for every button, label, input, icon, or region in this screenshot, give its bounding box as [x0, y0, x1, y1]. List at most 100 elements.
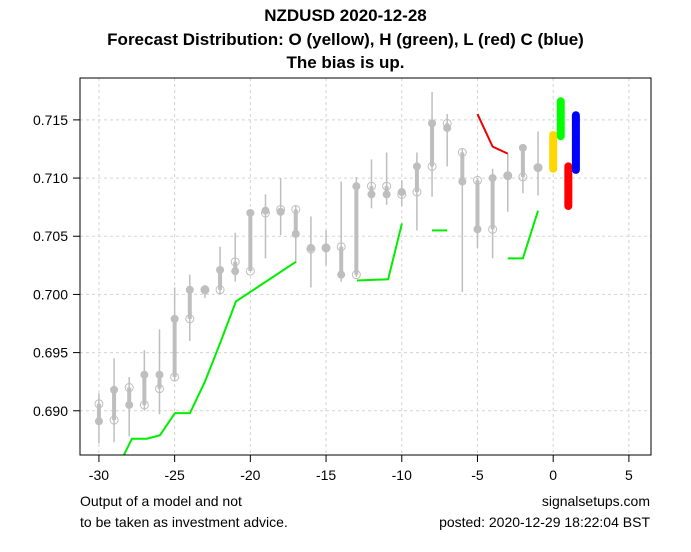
candle	[366, 159, 376, 209]
candle	[260, 194, 270, 259]
candle-close-marker	[337, 270, 346, 279]
candle-open-marker	[366, 181, 376, 191]
candle-open-marker	[154, 384, 164, 394]
candle	[321, 230, 331, 266]
candle	[397, 180, 407, 206]
candle	[442, 114, 452, 167]
candle	[230, 232, 240, 282]
candle-open-marker	[94, 399, 104, 409]
candle	[109, 358, 119, 443]
y-tick-label: 0.705	[33, 228, 68, 244]
candle	[488, 168, 498, 259]
candle-close-marker	[428, 119, 437, 128]
candle-close-marker	[276, 207, 285, 216]
candle	[154, 329, 164, 415]
chart-subtitle: Forecast Distribution: O (yellow), H (gr…	[107, 30, 584, 49]
candle-close-marker	[503, 171, 512, 180]
candle-open-marker	[139, 400, 149, 410]
candle-open-marker	[412, 187, 422, 197]
candle-close-marker	[140, 370, 149, 379]
red-line	[476, 113, 509, 155]
candle-open-marker	[230, 257, 240, 267]
site-name: signalsetups.com	[541, 493, 650, 509]
disclaimer-line1: Output of a model and not	[80, 493, 242, 509]
green-line-segment	[507, 210, 539, 260]
candle-close-marker	[534, 163, 543, 172]
candle-close-marker	[443, 124, 452, 133]
y-tick-label: 0.695	[33, 345, 68, 361]
candle-close-marker	[488, 174, 497, 183]
chart-title: NZDUSD 2020-12-28	[264, 6, 427, 25]
candle-close-marker	[155, 370, 164, 379]
y-tick-label: 0.715	[33, 112, 68, 128]
candle-close-marker	[473, 225, 482, 234]
candle	[351, 176, 361, 280]
candle-close-marker	[322, 243, 331, 252]
plot-frame	[79, 77, 652, 456]
candle-close-marker	[352, 182, 361, 191]
candle-open-marker	[427, 161, 437, 171]
candle-open-marker	[351, 270, 361, 280]
candle-close-marker	[306, 243, 315, 252]
y-tick-label: 0.700	[33, 286, 68, 302]
candle	[124, 377, 134, 437]
candle	[503, 153, 513, 212]
candle-close-marker	[170, 314, 179, 323]
candle	[139, 350, 149, 411]
x-tick-label: -25	[165, 467, 185, 483]
x-tick-label: 5	[625, 467, 633, 483]
x-tick-label: -15	[316, 467, 336, 483]
candle	[412, 152, 422, 231]
candle-open-marker	[457, 147, 467, 157]
candle	[518, 143, 528, 194]
candle-open-marker	[109, 415, 119, 425]
candle-close-marker	[110, 385, 119, 394]
x-tick-label: -30	[89, 467, 109, 483]
candle	[457, 147, 467, 293]
y-tick-label: 0.690	[33, 403, 68, 419]
posted-timestamp: posted: 2020-12-29 18:22:04 BST	[439, 514, 650, 530]
candle-close-marker	[246, 208, 255, 217]
candle-close-marker	[216, 265, 225, 274]
candle	[472, 175, 482, 248]
candle	[276, 178, 286, 236]
candle-close-marker	[200, 285, 209, 294]
chart-bias-text: The bias is up.	[286, 53, 405, 72]
candle	[336, 181, 346, 282]
y-tick-label: 0.710	[33, 170, 68, 186]
candle-open-marker	[382, 181, 392, 191]
candle-open-marker	[215, 285, 225, 295]
x-tick-label: -5	[471, 467, 484, 483]
candle-close-marker	[458, 177, 467, 186]
candle-close-marker	[367, 190, 376, 199]
candle-close-marker	[231, 267, 240, 276]
candle	[170, 287, 180, 382]
candle-open-marker	[518, 172, 528, 182]
candle-open-marker	[124, 383, 134, 393]
candle	[185, 274, 195, 341]
x-tick-label: 0	[549, 467, 557, 483]
candle-close-marker	[261, 206, 270, 215]
candle	[215, 246, 225, 295]
candle-close-marker	[518, 143, 527, 152]
candle-close-marker	[397, 188, 406, 197]
candle-close-marker	[94, 417, 103, 426]
candle-close-marker	[412, 162, 421, 171]
x-tick-label: -20	[240, 467, 260, 483]
candle	[291, 204, 301, 264]
candle	[533, 131, 543, 196]
disclaimer-line2: to be taken as investment advice.	[80, 514, 288, 530]
candle-close-marker	[291, 229, 300, 238]
candle	[94, 393, 104, 444]
candle	[245, 208, 255, 276]
candle	[427, 91, 437, 197]
candle-open-marker	[472, 175, 482, 185]
green-line-segment	[356, 223, 403, 282]
candle	[382, 152, 392, 205]
green-line-segment	[123, 261, 297, 456]
candle	[200, 285, 210, 298]
candle-close-marker	[185, 285, 194, 294]
candle-close-marker	[125, 400, 134, 409]
candle-close-marker	[382, 190, 391, 199]
